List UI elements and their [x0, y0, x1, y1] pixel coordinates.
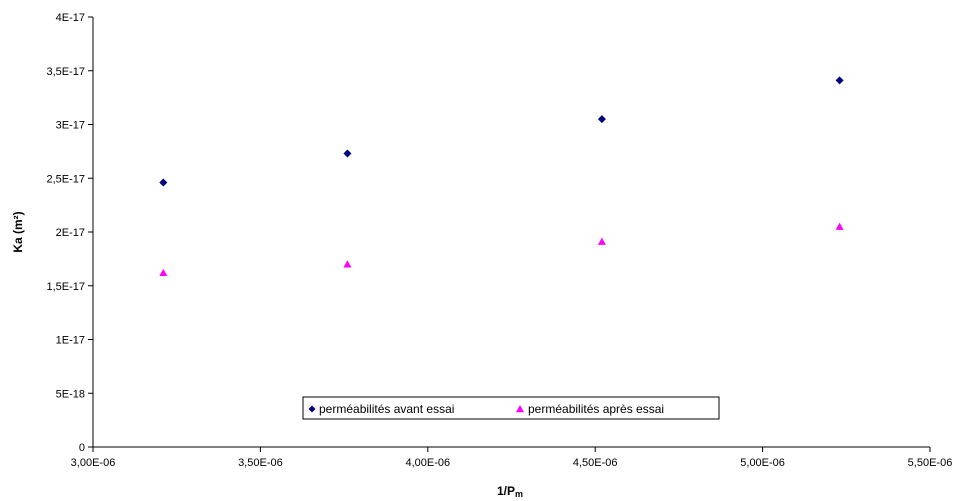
y-tick-label: 2E-17 — [56, 227, 85, 239]
x-tick-label: 4,50E-06 — [573, 457, 618, 469]
x-tick-label: 5,50E-06 — [908, 457, 953, 469]
y-tick-label: 1E-17 — [56, 335, 85, 347]
legend-entries — [308, 405, 524, 413]
x-tick-label: 3,00E-06 — [71, 457, 116, 469]
legend: perméabilités avant essai perméabilités … — [302, 396, 720, 420]
x-axis-title: 1/Pm — [497, 484, 523, 499]
point-avant-essai — [835, 76, 844, 85]
y-axis-ticks: 0 5E-18 1E-17 1,5E-17 2E-17 2,5E-17 3E-17 3,5E-… — [46, 12, 93, 454]
y-tick-label: 5E-18 — [56, 388, 85, 400]
y-tick-label: 3E-17 — [56, 120, 85, 132]
point-avant-essai — [343, 149, 352, 158]
x-tick-label: 4,00E-06 — [405, 457, 450, 469]
point-apres-essai — [343, 260, 352, 268]
x-axis-title-main: 1/P — [497, 484, 515, 498]
y-tick-label: 4E-17 — [56, 12, 85, 24]
point-apres-essai — [835, 222, 844, 230]
x-axis-title-subscript: m — [515, 489, 523, 499]
point-avant-essai — [597, 115, 606, 124]
point-apres-essai — [597, 237, 606, 245]
y-axis-title: Ka (m²) — [11, 211, 25, 252]
y-tick-label: 1,5E-17 — [46, 281, 85, 293]
legend-marker-apres — [516, 405, 524, 413]
legend-label-apres: perméabilités après essai — [528, 402, 664, 416]
point-avant-essai — [159, 178, 168, 187]
legend-box — [302, 396, 720, 420]
legend-marker-avant — [308, 405, 316, 413]
point-apres-essai — [159, 268, 168, 277]
legend-label-avant: perméabilités avant essai — [319, 402, 454, 416]
y-tick-label: 3,5E-17 — [46, 66, 85, 78]
x-tick-label: 3,50E-06 — [238, 457, 283, 469]
data-points — [159, 76, 844, 277]
x-axis-ticks: 3,00E-06 3,50E-06 4,00E-06 4,50E-06 5,00E-06… — [71, 447, 953, 469]
y-tick-label: 2,5E-17 — [46, 173, 85, 185]
x-tick-label: 5,00E-06 — [740, 457, 785, 469]
y-tick-label: 0 — [79, 442, 85, 454]
